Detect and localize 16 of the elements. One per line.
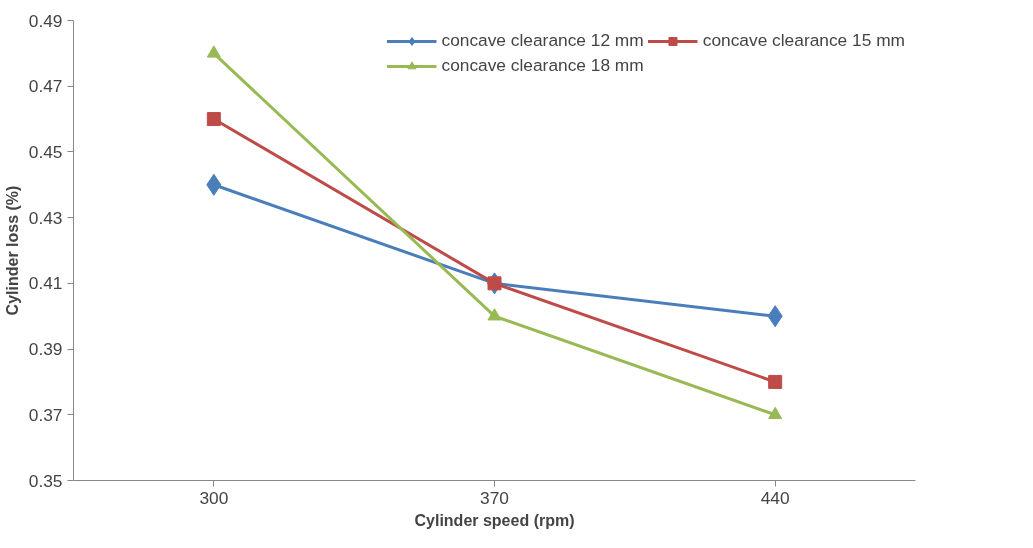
- y-axis-title: Cylinder loss (%): [3, 185, 21, 316]
- y-tick-label: 0.37: [28, 404, 63, 425]
- x-tick-label: 370: [480, 487, 509, 508]
- y-tick-label: 0.49: [28, 10, 63, 31]
- y-tick-label: 0.39: [28, 339, 63, 360]
- x-tick-label: 300: [199, 487, 229, 508]
- y-tick-label: 0.43: [28, 207, 63, 228]
- y-tick-label: 0.35: [28, 470, 63, 491]
- y-tick-label: 0.47: [28, 76, 63, 97]
- y-tick-label: 0.45: [28, 141, 63, 162]
- legend-label: concave clearance 12 mm: [441, 30, 644, 51]
- x-axis-title: Cylinder speed (rpm): [414, 511, 575, 529]
- legend-label: concave clearance 15 mm: [702, 30, 905, 51]
- y-tick-label: 0.41: [28, 273, 63, 294]
- legend-label: concave clearance 18 mm: [441, 55, 644, 76]
- x-tick-label: 440: [760, 487, 790, 508]
